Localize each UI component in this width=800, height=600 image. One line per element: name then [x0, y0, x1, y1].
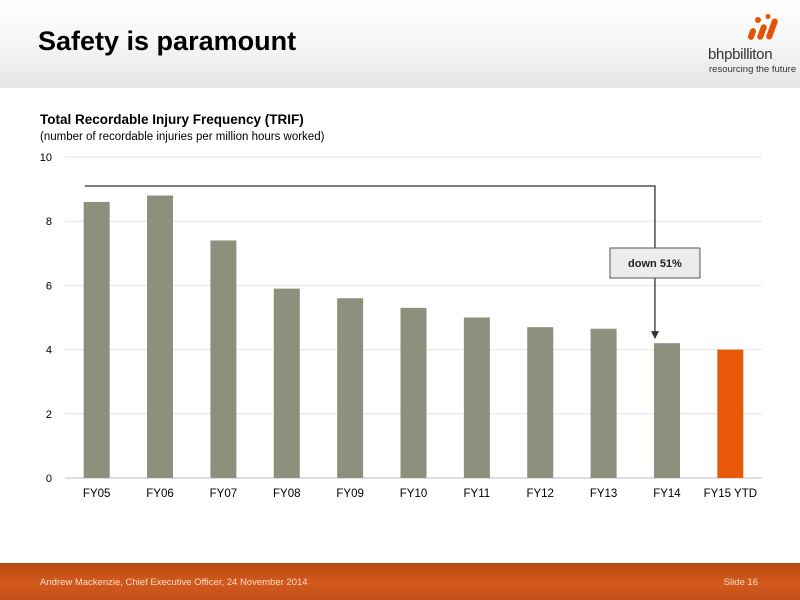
slide-title: Safety is paramount [38, 26, 297, 56]
company-logo: bhpbilliton resourcing the future [708, 14, 798, 75]
x-tick-label: FY06 [146, 488, 174, 500]
y-tick-label: 8 [46, 216, 52, 228]
bar-fy15-ytd [717, 349, 744, 478]
grid-lines [65, 156, 762, 479]
logo-tagline: resourcing the future [709, 64, 797, 75]
annotation-label: down 51% [628, 258, 682, 270]
footer-bar: Andrew Mackenzie, Chief Executive Office… [0, 563, 800, 600]
x-tick-label: FY05 [83, 488, 111, 500]
y-tick-label: 6 [46, 280, 52, 292]
x-tick-label: FY14 [653, 488, 681, 500]
bar-fy09 [337, 298, 364, 478]
logo-wordmark: bhpbilliton [708, 46, 773, 63]
bar-fy11 [463, 317, 490, 478]
x-tick-label: FY09 [336, 488, 364, 500]
x-tick-label: FY12 [526, 488, 554, 500]
bar-fy13 [590, 328, 617, 478]
bar-fy12 [527, 327, 554, 478]
bars [83, 195, 744, 478]
footer-slide-number: Slide 16 [723, 577, 758, 588]
header-band [0, 0, 800, 88]
bar-fy06 [147, 195, 174, 478]
annotation-arrow-icon [650, 331, 659, 340]
bar-fy05 [83, 201, 110, 478]
y-axis-ticks: 0 2 4 6 8 10 [40, 152, 52, 485]
x-tick-label: FY11 [464, 488, 491, 500]
annotation-bracket-line [84, 185, 656, 334]
bar-fy14 [653, 343, 680, 478]
x-tick-label: FY10 [400, 488, 428, 500]
trif-bar-chart: 0 2 4 6 8 10 FY05 FY06 FY07 FY08 FY09 FY10 FY11 FY12… [40, 152, 762, 500]
y-tick-label: 10 [40, 152, 52, 164]
chart-title: Total Recordable Injury Frequency (TRIF) [40, 112, 304, 127]
annotation-box [609, 247, 701, 279]
y-tick-label: 0 [46, 473, 52, 485]
x-tick-label: FY07 [210, 488, 238, 500]
x-tick-label: FY15 YTD [704, 488, 757, 500]
annotation: down 51% [84, 185, 701, 340]
x-tick-label: FY08 [273, 488, 301, 500]
bar-fy07 [210, 240, 237, 478]
bar-fy10 [400, 307, 427, 478]
bar-fy08 [273, 288, 300, 478]
footer-presenter: Andrew Mackenzie, Chief Executive Office… [40, 577, 308, 588]
y-tick-label: 2 [46, 409, 52, 421]
logo-mark-icon [747, 14, 778, 40]
chart-subtitle: (number of recordable injuries per milli… [40, 131, 325, 143]
y-tick-label: 4 [46, 345, 52, 357]
x-tick-label: FY13 [590, 488, 618, 500]
x-axis-ticks: FY05 FY06 FY07 FY08 FY09 FY10 FY11 FY12 FY13 FY14… [83, 488, 757, 500]
